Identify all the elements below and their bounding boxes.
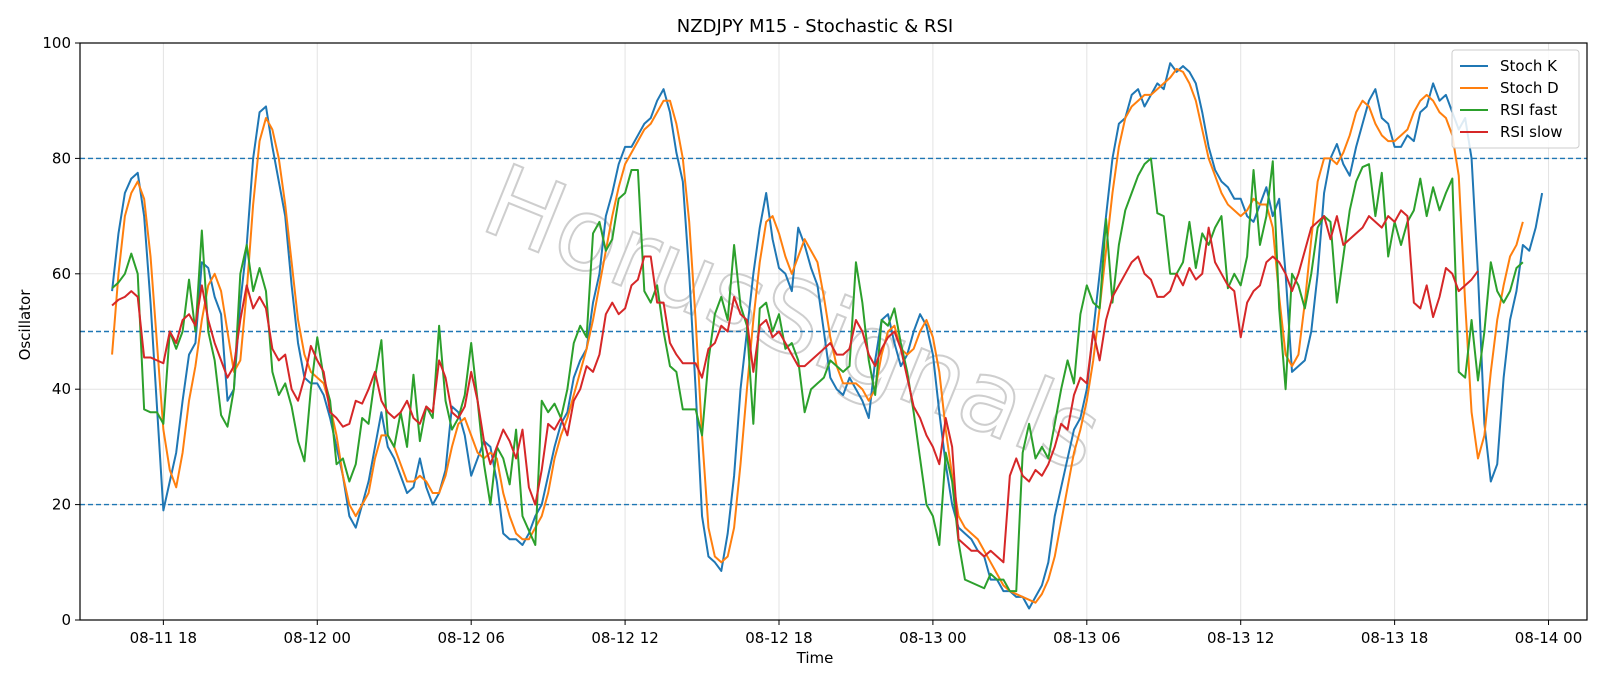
x-tick-label: 08-12 06 <box>437 629 504 647</box>
x-tick-label: 08-13 06 <box>1053 629 1120 647</box>
y-tick-label: 80 <box>52 149 71 167</box>
x-tick-label: 08-13 18 <box>1361 629 1428 647</box>
x-axis-ticks: 08-11 18 08-12 00 08-12 06 08-12 12 08-12 18… <box>130 620 1582 647</box>
y-axis-label: Oscillator <box>16 289 34 361</box>
legend-label: RSI fast <box>1500 101 1557 119</box>
chart-title: NZDJPY M15 - Stochastic & RSI <box>677 16 953 37</box>
reference-lines <box>80 157 1587 506</box>
series-line-stoch-k <box>111 62 1544 610</box>
y-tick-label: 100 <box>42 34 71 52</box>
y-tick-label: 0 <box>61 611 71 629</box>
y-tick-label: 60 <box>52 265 71 283</box>
x-tick-label: 08-13 00 <box>899 629 966 647</box>
y-tick-label: 40 <box>52 380 71 398</box>
x-tick-label: 08-12 00 <box>284 629 351 647</box>
legend-box <box>1451 49 1580 149</box>
plot-frame <box>79 42 1588 621</box>
legend-label: Stoch D <box>1500 79 1559 97</box>
legend: Stoch K Stoch D RSI fast RSI slow <box>1451 49 1580 149</box>
legend-label: RSI slow <box>1500 123 1563 141</box>
x-tick-label: 08-12 18 <box>745 629 812 647</box>
x-tick-label: 08-11 18 <box>130 629 197 647</box>
series-line-rsi-slow <box>111 209 1479 564</box>
y-axis-ticks: 0 20 40 60 80 100 <box>42 34 80 629</box>
legend-label: Stoch K <box>1500 57 1558 75</box>
y-tick-label: 20 <box>52 496 71 514</box>
series-line-rsi-fast <box>111 157 1524 593</box>
x-tick-label: 08-13 12 <box>1207 629 1274 647</box>
series-lines <box>111 62 1544 610</box>
x-tick-label: 08-12 12 <box>591 629 658 647</box>
x-axis-label: Time <box>796 649 834 667</box>
x-tick-label: 08-14 00 <box>1515 629 1582 647</box>
